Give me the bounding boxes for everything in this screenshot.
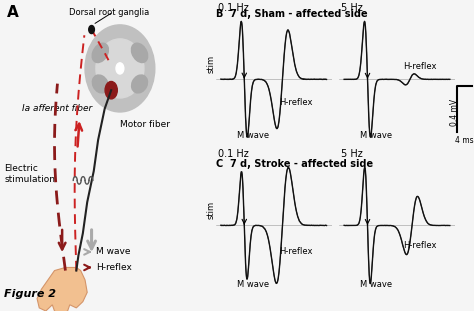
Text: M wave: M wave bbox=[237, 131, 269, 140]
Text: H-reflex: H-reflex bbox=[96, 263, 132, 272]
Text: C  7 d, Stroke - affected side: C 7 d, Stroke - affected side bbox=[216, 159, 373, 169]
Ellipse shape bbox=[131, 43, 148, 63]
Text: stim: stim bbox=[206, 55, 215, 73]
Ellipse shape bbox=[92, 75, 108, 93]
Text: Electric
stimulation: Electric stimulation bbox=[4, 164, 55, 184]
Text: B  7 d, Sham - affected side: B 7 d, Sham - affected side bbox=[216, 9, 367, 19]
Text: Motor fiber: Motor fiber bbox=[120, 120, 170, 129]
Text: M wave: M wave bbox=[360, 131, 392, 140]
Text: H-reflex: H-reflex bbox=[403, 62, 436, 71]
Circle shape bbox=[116, 63, 124, 74]
Text: A: A bbox=[7, 5, 18, 20]
Text: M wave: M wave bbox=[360, 280, 392, 289]
Text: Ia afferent fiber: Ia afferent fiber bbox=[22, 104, 92, 113]
Text: 5 Hz: 5 Hz bbox=[341, 3, 363, 13]
Text: M wave: M wave bbox=[96, 248, 130, 256]
Text: M wave: M wave bbox=[237, 280, 269, 289]
Text: 5 Hz: 5 Hz bbox=[341, 149, 363, 159]
Ellipse shape bbox=[96, 39, 144, 98]
Text: H-reflex: H-reflex bbox=[280, 247, 313, 256]
Circle shape bbox=[105, 81, 117, 99]
Text: Dorsal root ganglia: Dorsal root ganglia bbox=[69, 8, 149, 17]
Circle shape bbox=[89, 26, 94, 34]
Text: Figure 2: Figure 2 bbox=[4, 289, 56, 299]
Ellipse shape bbox=[85, 25, 155, 112]
Text: H-reflex: H-reflex bbox=[403, 241, 436, 250]
Text: stim: stim bbox=[206, 201, 215, 219]
Text: 0.1 Hz: 0.1 Hz bbox=[218, 3, 249, 13]
Text: 0.1 Hz: 0.1 Hz bbox=[218, 149, 249, 159]
Text: 0.4 mV: 0.4 mV bbox=[450, 99, 459, 126]
Text: 4 ms: 4 ms bbox=[455, 136, 474, 145]
Text: H-reflex: H-reflex bbox=[280, 98, 313, 107]
Ellipse shape bbox=[92, 43, 109, 63]
Ellipse shape bbox=[132, 75, 147, 93]
Polygon shape bbox=[37, 267, 87, 311]
